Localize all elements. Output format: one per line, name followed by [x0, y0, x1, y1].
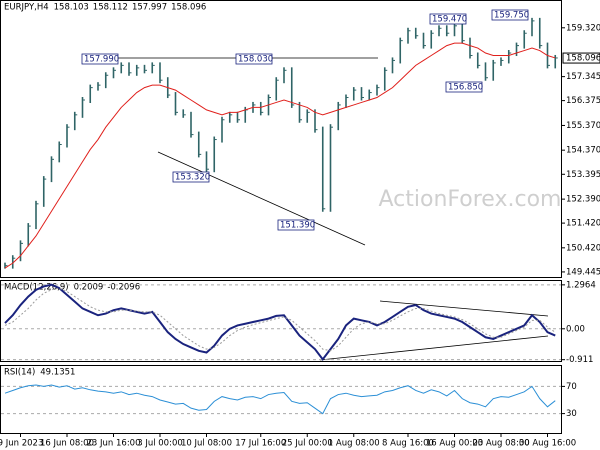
- y-tick-label: 156.375: [566, 96, 600, 106]
- x-tick-label: 17 Jul 16:00: [235, 439, 286, 449]
- x-tick-label: 25 Jul 00:00: [282, 439, 333, 449]
- trend-line: [157, 151, 366, 246]
- series-line: [4, 384, 556, 415]
- annotation-label: 158.030: [238, 55, 273, 65]
- last-price-box: [562, 52, 600, 64]
- annotation-label: 157.990: [84, 55, 119, 65]
- panel-title: EURJPY,H4: [4, 3, 49, 13]
- x-tick-label: 23 Aug 08:00: [472, 439, 529, 449]
- x-tick-label: 1 Aug 08:00: [328, 439, 380, 449]
- header-value: -0.2096: [107, 283, 140, 293]
- series-line: [4, 42, 556, 269]
- annotation-label: 159.750: [494, 11, 529, 21]
- annotation-box: [445, 81, 483, 93]
- macd-trend-line: [379, 300, 549, 317]
- header-value: 158.112: [93, 3, 128, 13]
- y-tick-label: 154.370: [566, 146, 600, 156]
- x-tick-label: 3 Jul 00:00: [137, 439, 183, 449]
- y-tick-label: 159.320: [566, 23, 600, 33]
- macd-trend-line: [319, 335, 549, 361]
- annotation-box: [81, 53, 119, 65]
- annotation-label: 153.320: [175, 173, 210, 183]
- y-tick-label: 30: [566, 409, 577, 419]
- y-tick-label: -0.911: [566, 355, 593, 365]
- y-tick-label: 1.2964: [566, 280, 596, 290]
- y-tick-label: 152.390: [566, 195, 600, 205]
- header-value: 158.103: [54, 3, 89, 13]
- panel-title: MACD(12,26,9): [4, 283, 69, 293]
- y-tick-label: 157.345: [566, 72, 600, 82]
- rsi-panel: [0, 365, 562, 434]
- header-value: 158.096: [171, 3, 206, 13]
- y-tick-label: 153.395: [566, 170, 600, 180]
- header-value: 0.2009: [74, 283, 104, 293]
- annotation-box: [235, 53, 273, 65]
- y-tick-label: 149.445: [566, 267, 600, 277]
- x-tick-label: 16 Aug 00:00: [426, 439, 483, 449]
- series-line: [4, 283, 556, 361]
- x-tick-label: 8 Aug 16:00: [382, 439, 434, 449]
- annotation-label: 159.470: [432, 15, 467, 25]
- x-tick-label: 16 Jun 08:00: [40, 439, 94, 449]
- annotation-label: 156.850: [448, 83, 483, 93]
- annotation-label: 151.390: [280, 221, 315, 231]
- price-panel: [0, 0, 562, 278]
- y-tick-label: 0.00: [566, 324, 585, 334]
- macd-panel: [0, 280, 562, 362]
- annotation-box: [277, 219, 315, 231]
- panel-title: RSI(14): [4, 368, 35, 378]
- x-tick-label: 10 Jul 08:00: [181, 439, 232, 449]
- last-price-label: 158.096: [566, 54, 600, 64]
- watermark: ActionForex.com: [379, 187, 562, 212]
- annotation-box: [172, 171, 210, 183]
- y-tick-label: 155.370: [566, 121, 600, 131]
- x-tick-label: 9 Jun 2023: [0, 439, 43, 449]
- y-tick-label: 151.420: [566, 219, 600, 229]
- x-tick-label: 30 Aug 16:00: [519, 439, 576, 449]
- x-tick-label: 23 Jun 16:00: [87, 439, 141, 449]
- annotation-box: [429, 13, 467, 25]
- header-value: 49.1351: [40, 368, 75, 378]
- y-tick-label: 70: [566, 382, 577, 392]
- y-tick-label: 150.420: [566, 243, 600, 253]
- annotation-box: [491, 9, 529, 21]
- header-value: 157.997: [132, 3, 167, 13]
